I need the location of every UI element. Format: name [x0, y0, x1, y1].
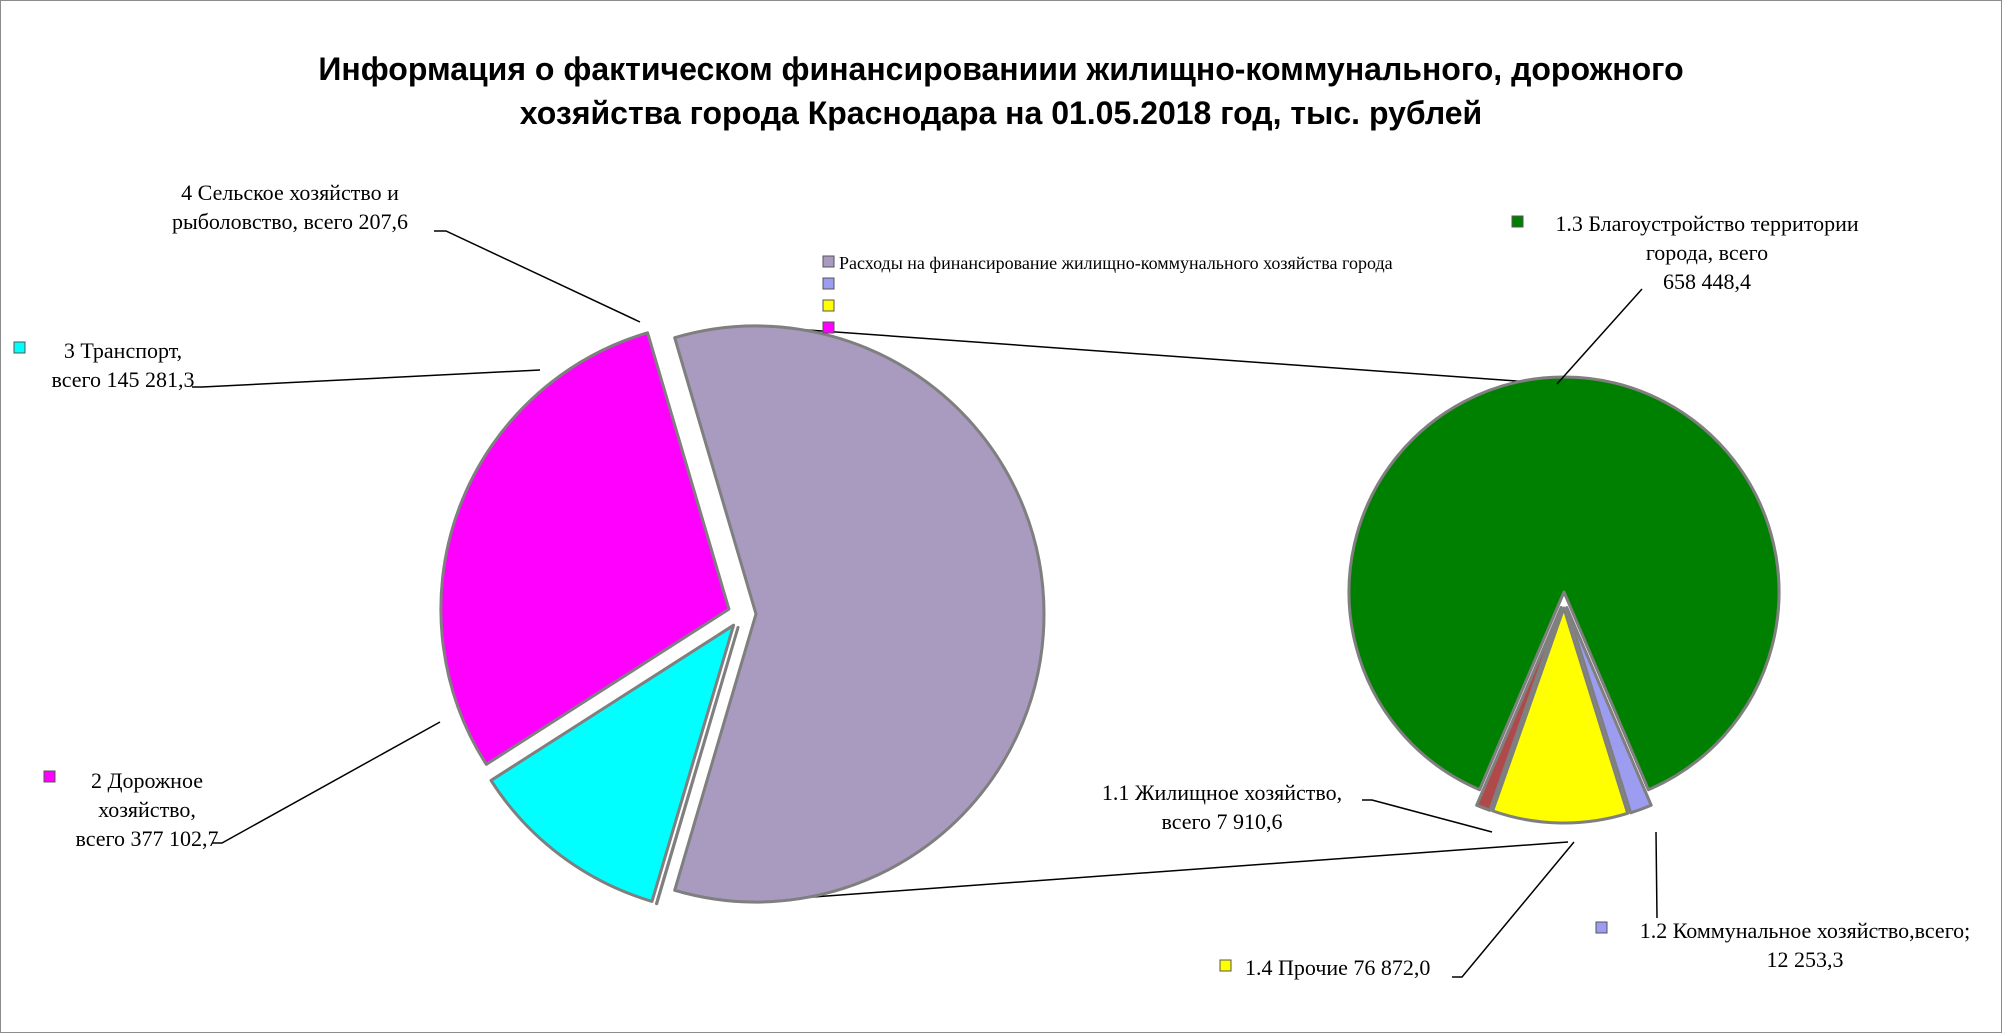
leader-agriculture	[434, 230, 641, 323]
legend-entry-1: Расходы на финансирование жилищно-коммун…	[839, 253, 1393, 273]
label-road: 2 Дорожное хозяйство, всего 377 102,7	[43, 768, 219, 851]
label-road-line-3: всего 377 102,7	[75, 826, 218, 851]
main-pie-slice-2	[654, 625, 740, 906]
chart-title-line-2: хозяйства города Краснодара на 01.05.201…	[520, 95, 1482, 131]
main-pie	[439, 324, 1046, 906]
label-agriculture-line-1: 4 Сельское хозяйство и	[181, 180, 399, 205]
leader-lines	[192, 230, 1658, 978]
leader-other	[1452, 841, 1575, 978]
main-pie-slice-4	[439, 331, 731, 766]
leader-improvement	[1556, 288, 1643, 385]
label-road-line-2: хозяйство,	[98, 797, 196, 822]
legend: Расходы на финансирование жилищно-коммун…	[822, 253, 1393, 334]
connector-line-bottom	[744, 841, 1569, 903]
label-other-swatch	[1219, 959, 1232, 972]
label-other-line-1: 1.4 Прочие 76 872,0	[1245, 955, 1430, 980]
label-road-swatch	[43, 770, 56, 783]
label-transport-swatch	[13, 341, 26, 354]
secondary-pie-slice-4	[1491, 606, 1630, 825]
leader-communal	[1655, 831, 1658, 919]
secondary-pie-slice-3	[1565, 606, 1653, 815]
label-road-line-1: 2 Дорожное	[91, 768, 203, 793]
label-improvement: 1.3 Благоустройство территории города, в…	[1511, 211, 1859, 294]
label-improvement-swatch	[1511, 215, 1524, 228]
leader-housing	[1362, 799, 1493, 833]
secondary-pie	[1347, 375, 1781, 825]
label-housing: 1.1 Жилищное хозяйство, всего 7 910,6	[1102, 780, 1342, 834]
label-agriculture-line-2: рыболовство, всего 207,6	[172, 209, 408, 234]
main-pie-slice-3	[489, 623, 736, 903]
label-improvement-line-3: 658 448,4	[1663, 269, 1751, 294]
connector-line-top	[779, 327, 1559, 385]
label-communal-line-1: 1.2 Коммунальное хозяйство,всего;	[1640, 918, 1971, 943]
label-other: 1.4 Прочие 76 872,0	[1219, 955, 1430, 980]
label-housing-line-2: всего 7 910,6	[1161, 809, 1282, 834]
label-improvement-line-2: города, всего	[1646, 240, 1768, 265]
label-transport-line-2: всего 145 281,3	[51, 367, 194, 392]
label-transport: 3 Транспорт, всего 145 281,3	[13, 338, 195, 392]
label-improvement-line-1: 1.3 Благоустройство территории	[1555, 211, 1859, 236]
label-transport-line-1: 3 Транспорт,	[64, 338, 182, 363]
secondary-pie-slice-1	[1475, 605, 1563, 812]
label-communal-swatch	[1595, 921, 1608, 934]
main-pie-slice-1	[673, 324, 1046, 904]
chart-title-line-1: Информация о фактическом финансированиии…	[318, 51, 1683, 87]
leader-road	[212, 721, 441, 844]
label-communal: 1.2 Коммунальное хозяйство,всего; 12 253…	[1595, 918, 1971, 972]
legend-swatch-2	[822, 277, 835, 290]
label-agriculture: 4 Сельское хозяйство и рыболовство, всег…	[172, 180, 408, 234]
label-communal-line-2: 12 253,3	[1767, 947, 1844, 972]
legend-swatch-1	[822, 255, 835, 268]
leader-transport	[192, 369, 541, 388]
legend-swatch-4	[822, 321, 835, 334]
label-housing-line-1: 1.1 Жилищное хозяйство,	[1102, 780, 1342, 805]
legend-swatch-3	[822, 299, 835, 312]
